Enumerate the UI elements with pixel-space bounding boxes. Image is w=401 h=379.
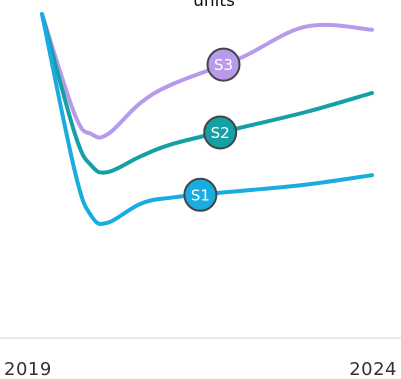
x-tick-label-2019: 2019	[4, 359, 52, 379]
series-label-s1: S1	[183, 177, 218, 212]
series-label-s3: S3	[206, 47, 241, 82]
series-line-s1	[40, 12, 374, 226]
series-line-s3	[40, 12, 374, 140]
series-label-s2: S2	[203, 115, 238, 150]
series-label-text-s2: S2	[211, 124, 230, 142]
x-tick-label-2024: 2024	[349, 359, 397, 379]
chart-title: units	[193, 0, 235, 11]
series-label-text-s1: S1	[191, 186, 210, 204]
series-label-badge-s3	[206, 47, 241, 82]
series-line-s2	[40, 12, 374, 175]
series-label-layer: S1 S2 S3	[183, 47, 241, 212]
series-layer	[40, 12, 374, 226]
series-label-badge-s2	[203, 115, 238, 150]
series-label-text-s3: S3	[214, 56, 233, 74]
series-label-badge-s1	[183, 177, 218, 212]
